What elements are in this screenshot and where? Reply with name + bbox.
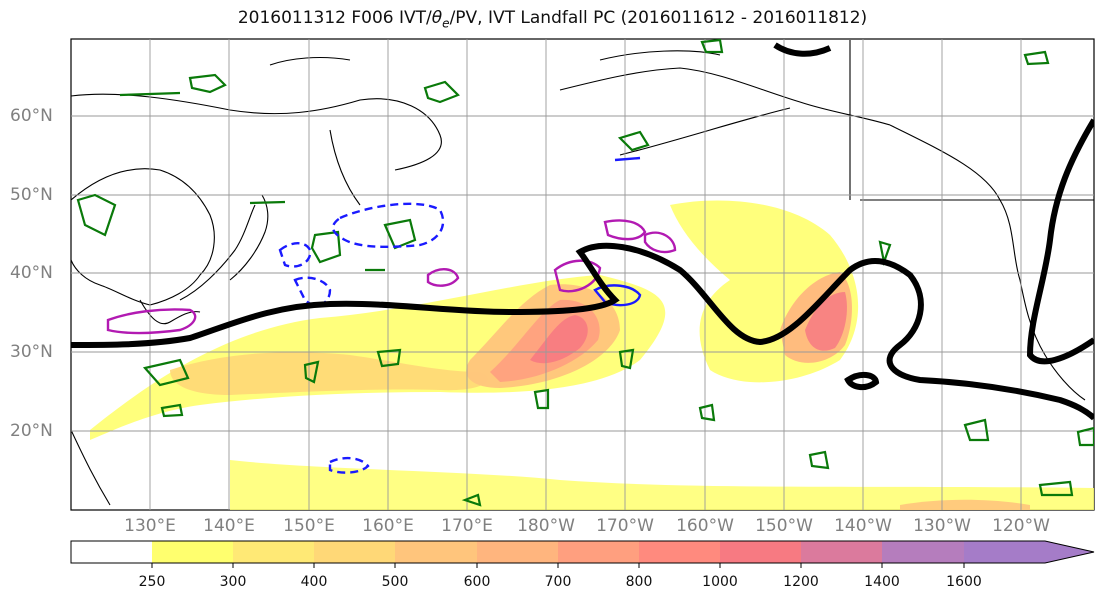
colorbar-bin-7	[639, 541, 720, 563]
title-theta: θ	[431, 8, 443, 28]
lat-label-30n: 30°N	[10, 342, 53, 362]
lon-label-140e: 140°E	[203, 516, 255, 536]
colorbar-tick-600: 600	[463, 574, 491, 590]
graticule	[71, 39, 1094, 510]
colorbar-bin-1	[152, 541, 233, 563]
colorbar-extend-arrow	[1045, 541, 1094, 563]
lon-label-130w: 130°W	[913, 516, 971, 536]
blue-contours	[593, 156, 642, 307]
colorbar-tick-800: 800	[625, 574, 653, 590]
lat-label-50n: 50°N	[10, 185, 53, 205]
magenta-contours	[106, 219, 677, 335]
lon-label-160e: 160°E	[362, 516, 414, 536]
colorbar-bin-3	[314, 541, 395, 563]
lat-label-60n: 60°N	[10, 106, 53, 126]
black-contours	[71, 42, 1094, 421]
colorbar	[70, 540, 1095, 568]
lon-label-180w: 180°W	[517, 516, 575, 536]
colorbar-bin-4	[395, 541, 477, 563]
lat-label-40n: 40°N	[10, 263, 53, 283]
lon-label-160w: 160°W	[676, 516, 734, 536]
colorbar-tick-400: 400	[300, 574, 328, 590]
colorbar-bin-8	[720, 541, 801, 563]
colorbar-tick-250: 250	[138, 574, 166, 590]
colorbar-tick-marks	[151, 563, 965, 568]
colorbar-bin-5	[477, 541, 558, 563]
lat-label-20n: 20°N	[10, 421, 53, 441]
map-title: 2016011312 F006 IVT/θe/PV, IVT Landfall …	[0, 8, 1105, 30]
colorbar-bin-6	[558, 541, 639, 563]
colorbar-tick-500: 500	[381, 574, 409, 590]
green-contours	[76, 39, 1094, 507]
colorbar-bin-10	[882, 541, 964, 563]
ivt-shading	[90, 200, 1094, 510]
colorbar-bin-2	[233, 541, 314, 563]
lon-label-150w: 150°W	[755, 516, 813, 536]
colorbar-tick-1200: 1200	[783, 574, 819, 590]
colorbar-tick-300: 300	[219, 574, 247, 590]
lon-label-120w: 120°W	[992, 516, 1050, 536]
lon-label-150e: 150°E	[283, 516, 335, 536]
colorbar-tick-1600: 1600	[946, 574, 982, 590]
colorbar-tick-1400: 1400	[864, 574, 900, 590]
title-theta-subscript: e	[442, 16, 450, 31]
title-prefix: 2016011312 F006 IVT/	[237, 8, 432, 28]
lon-label-170w: 170°W	[596, 516, 654, 536]
lon-label-130e: 130°E	[124, 516, 176, 536]
title-suffix: /PV, IVT Landfall PC (2016011612 - 20160…	[449, 8, 868, 28]
colorbar-tick-700: 700	[544, 574, 572, 590]
colorbar-tick-1000: 1000	[702, 574, 738, 590]
colorbar-bin-9	[801, 541, 882, 563]
colorbar-bin-0	[71, 541, 152, 563]
colorbar-outline	[70, 540, 1095, 564]
lon-label-140w: 140°W	[834, 516, 892, 536]
lon-label-170e: 170°E	[441, 516, 493, 536]
map-frame	[70, 38, 1095, 511]
colorbar-bin-11	[964, 541, 1045, 563]
